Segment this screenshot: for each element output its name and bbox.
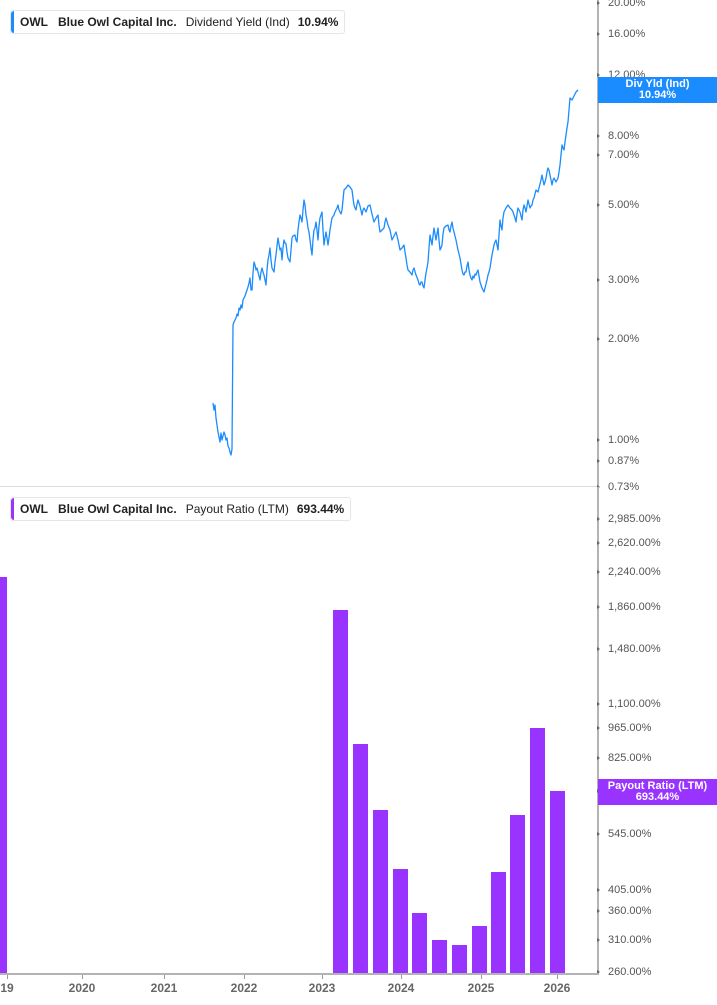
legend-color-swatch [11,11,14,33]
legend-ticker: OWL [20,15,48,29]
x-tick [164,975,165,979]
y-tick-label: 2,240.00% [597,566,661,578]
legend-value: 693.44% [296,502,345,516]
bar-2025-q4 [550,791,565,973]
bar-2024-q1 [412,913,427,973]
legend-color-swatch [11,498,14,520]
panel-divider[interactable] [0,486,597,487]
x-axis-line [0,973,599,975]
x-tick [82,975,83,979]
x-tick-label: 2023 [308,981,336,995]
x-tick-label: 2022 [230,981,258,995]
y-tick-label: 360.00% [596,905,651,917]
flag-label: Div Yld (Ind) [625,78,690,90]
x-tick-label: 2026 [543,981,571,995]
legend-value: 10.94% [297,15,339,29]
x-tick [557,975,558,979]
dividend-yield-line [212,89,579,456]
legend-company: Blue Owl Capital Inc. [58,15,177,29]
y-tick-label: 2,985.00% [597,513,661,525]
y-axis-line-bottom [597,487,599,975]
x-tick [481,975,482,979]
y-tick-label: 8.00% [596,130,639,142]
dividend-yield-panel: OWL Blue Owl Capital Inc. Dividend Yield… [0,0,717,493]
y-tick-label: 0.87% [596,455,639,467]
dividend-yield-legend[interactable]: OWL Blue Owl Capital Inc. Dividend Yield… [10,10,346,34]
bar-2024-q2 [432,940,447,973]
x-tick [244,975,245,979]
current-value-flag: Div Yld (Ind) 10.94% [598,77,717,103]
y-tick-label: 5.00% [596,199,639,211]
bar-2019 [0,577,7,973]
flag-value: 10.94% [638,89,677,101]
bar-2024-q3 [452,945,467,973]
x-tick [322,975,323,979]
y-tick-label: 1,860.00% [597,601,661,613]
bar-2025-q3 [530,728,545,973]
y-tick-label: 825.00% [596,752,651,764]
legend-metric: Dividend Yield (Ind) [185,15,290,29]
y-tick-label: 0.73% [596,481,639,493]
y-tick-label: 16.00% [596,28,645,40]
x-tick [401,975,402,979]
bar-2023-q1 [333,610,348,973]
x-tick [7,975,8,979]
x-tick-label: 2025 [467,981,495,995]
legend-ticker: OWL [20,502,48,516]
y-tick-label: 20.00% [596,0,645,9]
bar-2025-q1 [491,872,506,973]
x-tick-label: 2020 [68,981,96,995]
bar-2023-q2 [353,744,368,973]
y-tick-label: 1.00% [596,434,639,446]
bar-2025-q2 [510,815,525,973]
bar-2024-q4 [472,926,487,973]
y-tick-label: 1,480.00% [597,643,661,655]
payout-ratio-legend[interactable]: OWL Blue Owl Capital Inc. Payout Ratio (… [10,497,352,521]
bar-2023-q3 [373,810,388,973]
current-value-flag-bottom: Payout Ratio (LTM) 693.44% [598,779,717,805]
y-tick-label: 2.00% [596,333,639,345]
legend-metric: Payout Ratio (LTM) [185,502,289,516]
y-tick-label: 310.00% [596,934,651,946]
y-tick-label: 545.00% [596,828,651,840]
dividend-yield-line-chart [212,89,579,456]
y-tick-label: 7.00% [596,149,639,161]
y-tick-label: 260.00% [596,966,651,978]
flag-value: 693.44% [635,791,680,803]
y-tick-label: 965.00% [596,722,651,734]
legend-company: Blue Owl Capital Inc. [58,502,177,516]
flag-label: Payout Ratio (LTM) [607,780,708,792]
x-tick-label: 2024 [387,981,415,995]
x-tick-label: 2021 [150,981,178,995]
bar-2023-q4 [393,869,408,973]
x-tick-label: 19 [0,981,14,995]
y-axis-line [597,0,599,486]
y-tick-label: 3.00% [596,274,639,286]
y-tick-label: 1,100.00% [597,698,661,710]
y-tick-label: 2,620.00% [597,537,661,549]
y-tick-label: 405.00% [596,884,651,896]
